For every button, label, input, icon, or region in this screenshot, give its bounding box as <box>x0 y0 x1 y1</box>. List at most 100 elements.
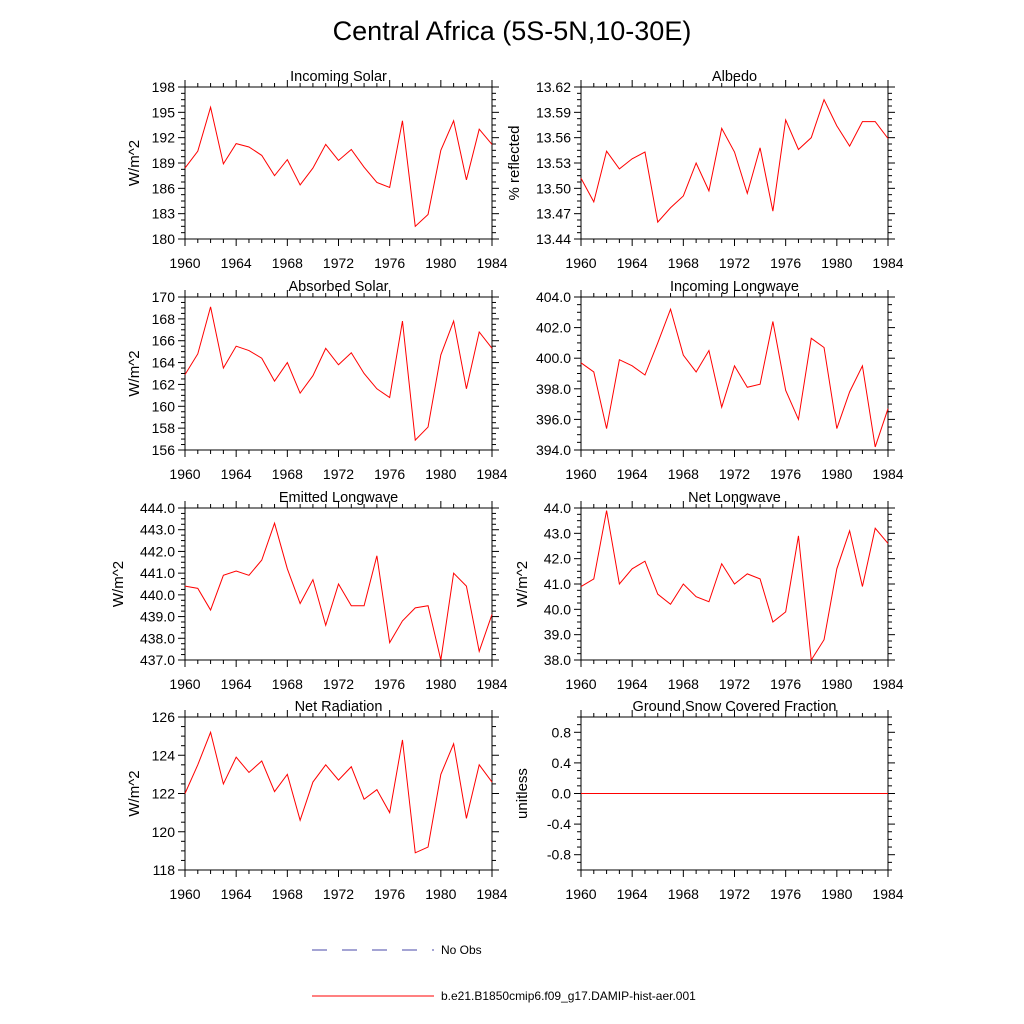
x-tick-label: 1968 <box>272 676 303 692</box>
y-axis-label-ground-snow-covered-fraction: unitless <box>514 768 531 819</box>
y-tick-label: 170 <box>152 289 176 305</box>
x-tick-label: 1972 <box>719 466 750 482</box>
x-tick-label: 1980 <box>425 466 456 482</box>
x-tick-label: 1964 <box>617 886 648 902</box>
x-tick-label: 1980 <box>425 886 456 902</box>
x-tick-label: 1980 <box>821 676 852 692</box>
y-tick-label: 122 <box>152 786 176 802</box>
panel-net-radiation: Net Radiation 118 120 122 124 126 1960 1964 1968… <box>126 699 508 902</box>
x-tick-label: 1960 <box>565 466 596 482</box>
y-tick-label: 39.0 <box>544 627 571 643</box>
y-tick-label: 164 <box>152 355 176 371</box>
y-tick-label: 444.0 <box>140 500 175 516</box>
y-tick-label: 13.53 <box>536 155 571 171</box>
x-tick-label: 1968 <box>668 886 699 902</box>
y-tick-label: 402.0 <box>536 320 571 336</box>
y-tick-label: 160 <box>152 398 176 414</box>
y-tick-label: 168 <box>152 311 176 327</box>
y-tick-label: 441.0 <box>140 565 175 581</box>
y-tick-label: 124 <box>152 747 176 763</box>
y-tick-label: 440.0 <box>140 587 175 603</box>
y-tick-label: 198 <box>152 79 176 95</box>
x-tick-label: 1960 <box>565 255 596 271</box>
panel-ground-snow-covered-fraction: Ground Snow Covered Fraction-0.8-0.40.00… <box>514 699 904 902</box>
x-tick-label: 1976 <box>770 676 801 692</box>
x-tick-label: 1976 <box>770 255 801 271</box>
x-tick-label: 1976 <box>374 676 405 692</box>
panel-emitted-longwave: Emitted Longwave 437.0 438.0 439.0 440.0 441.… <box>110 490 508 692</box>
panel-title-net-radiation: Net Radiation <box>295 699 383 715</box>
legend-label-model: b.e21.B1850cmip6.f09_g17.DAMIP-hist-aer.… <box>441 989 696 1003</box>
x-tick-label: 1984 <box>476 676 507 692</box>
y-tick-label: 41.0 <box>544 576 571 592</box>
x-tick-label: 1968 <box>668 676 699 692</box>
y-tick-label: 189 <box>152 155 176 171</box>
panel-title-emitted-longwave: Emitted Longwave <box>279 490 398 506</box>
y-tick-label: 438.0 <box>140 630 175 646</box>
series-line-incoming-longwave <box>580 307 889 448</box>
y-tick-label: 126 <box>152 709 176 725</box>
x-tick-label: 1980 <box>425 676 456 692</box>
y-tick-label: 192 <box>152 130 176 146</box>
x-tick-label: 1964 <box>221 676 252 692</box>
x-tick-label: 1972 <box>719 676 750 692</box>
panel-title-incoming-longwave: Incoming Longwave <box>670 279 799 295</box>
x-tick-label: 1980 <box>821 466 852 482</box>
x-tick-label: 1976 <box>770 466 801 482</box>
y-tick-label: 442.0 <box>140 543 175 559</box>
x-tick-label: 1972 <box>719 255 750 271</box>
x-tick-label: 1980 <box>425 255 456 271</box>
x-tick-label: 1964 <box>221 886 252 902</box>
y-tick-label: 186 <box>152 180 176 196</box>
y-tick-label: 156 <box>152 442 176 458</box>
series-line-net-radiation <box>184 730 493 854</box>
x-tick-label: 1960 <box>565 886 596 902</box>
x-tick-label: 1960 <box>169 466 200 482</box>
y-tick-label: 0.0 <box>552 786 572 802</box>
series-line-emitted-longwave <box>184 521 493 661</box>
x-tick-label: 1960 <box>565 676 596 692</box>
y-axis-label-absorbed-solar: W/m^2 <box>126 350 143 396</box>
series-line-albedo <box>580 98 889 224</box>
y-tick-label: 40.0 <box>544 601 571 617</box>
y-axis-label-albedo: % reflected <box>506 125 523 200</box>
y-tick-label: 183 <box>152 206 176 222</box>
x-tick-label: 1968 <box>272 255 303 271</box>
y-tick-label: 13.56 <box>536 130 571 146</box>
x-tick-label: 1984 <box>872 676 903 692</box>
x-tick-label: 1972 <box>323 676 354 692</box>
x-tick-label: 1972 <box>323 466 354 482</box>
y-tick-label: 120 <box>152 824 176 840</box>
y-tick-label: 13.44 <box>536 231 571 247</box>
y-tick-label: 158 <box>152 420 176 436</box>
y-tick-label: 118 <box>153 862 176 878</box>
y-tick-label: 439.0 <box>140 609 175 625</box>
y-axis-label-net-longwave: W/m^2 <box>514 561 531 607</box>
x-tick-label: 1976 <box>374 255 405 271</box>
x-tick-label: 1960 <box>169 676 200 692</box>
y-tick-label: 396.0 <box>536 411 571 427</box>
panel-title-incoming-solar: Incoming Solar <box>290 69 387 85</box>
y-axis-label-net-radiation: W/m^2 <box>126 770 143 816</box>
x-tick-label: 1984 <box>872 886 903 902</box>
panel-net-longwave: Net Longwave 38.0 39.0 40.0 41.0 42.0 43.0 44.0… <box>514 490 904 692</box>
y-tick-label: 404.0 <box>536 289 571 305</box>
y-tick-label: -0.8 <box>547 847 571 863</box>
x-tick-label: 1968 <box>668 466 699 482</box>
x-tick-label: 1984 <box>476 466 507 482</box>
y-tick-label: 38.0 <box>544 652 571 668</box>
y-tick-label: 398.0 <box>536 381 571 397</box>
y-tick-label: 43.0 <box>544 525 571 541</box>
y-tick-label: 400.0 <box>536 350 571 366</box>
y-tick-label: 13.50 <box>536 180 571 196</box>
y-tick-label: 0.4 <box>552 755 572 771</box>
y-tick-label: 180 <box>152 231 176 247</box>
x-tick-label: 1976 <box>374 886 405 902</box>
panel-title-net-longwave: Net Longwave <box>688 490 781 506</box>
x-tick-label: 1968 <box>668 255 699 271</box>
y-axis-label-incoming-solar: W/m^2 <box>126 140 143 186</box>
x-tick-label: 1980 <box>821 886 852 902</box>
y-tick-label: -0.4 <box>547 816 571 832</box>
y-tick-label: 166 <box>152 333 176 349</box>
